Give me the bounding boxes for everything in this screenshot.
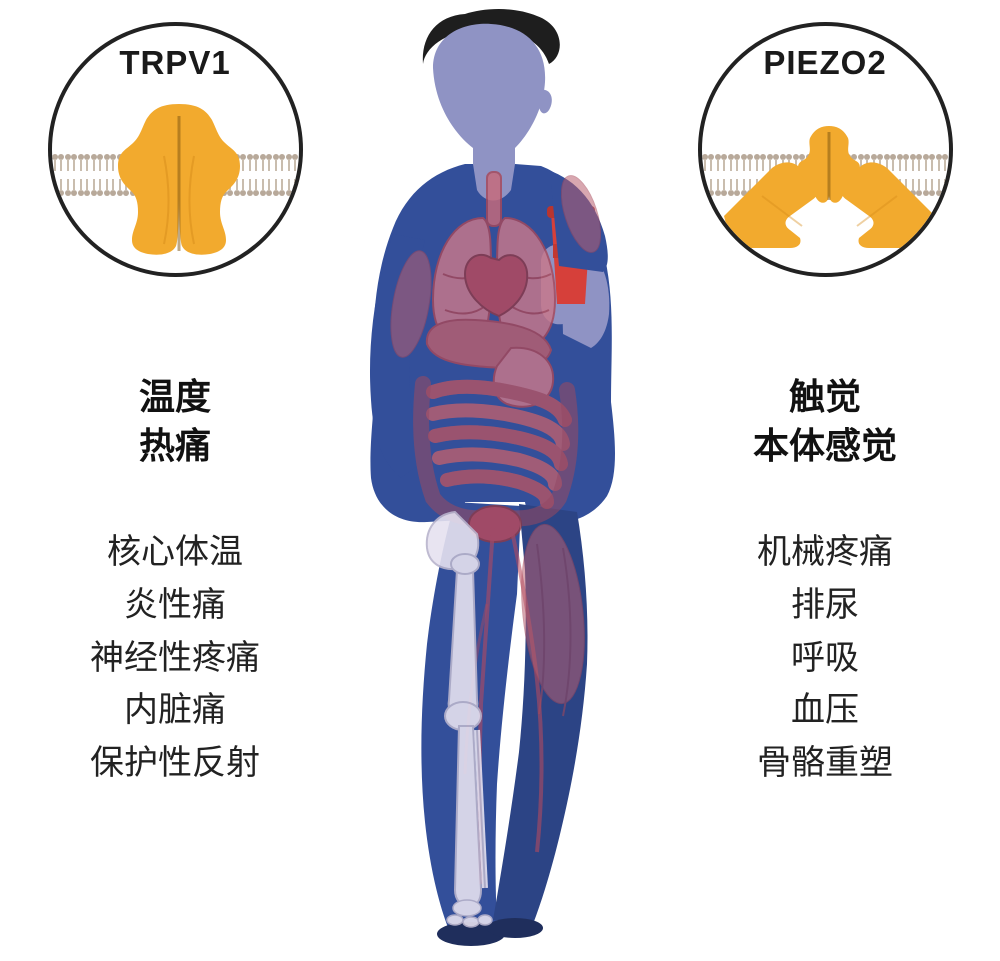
list-item: 骨骼重塑 (690, 737, 960, 790)
trpv1-channel-icon (52, 96, 303, 266)
piezo2-circle: PIEZO2 (698, 22, 953, 277)
human-figure (315, 4, 685, 949)
left-column: TRPV1 温度 热痛 核心体温 炎性痛 神经性疼痛 内脏 (40, 22, 310, 790)
trpv1-title: TRPV1 (52, 44, 299, 82)
list-item: 血压 (690, 684, 960, 737)
list-item: 核心体温 (40, 526, 310, 579)
list-item: 保护性反射 (40, 737, 310, 790)
left-heading: 温度 热痛 (40, 373, 310, 470)
heading-line: 热痛 (40, 422, 310, 471)
left-list: 核心体温 炎性痛 神经性疼痛 内脏痛 保护性反射 (40, 526, 310, 789)
heading-line: 本体感觉 (690, 422, 960, 471)
piezo2-channel-icon (702, 96, 953, 266)
list-item: 炎性痛 (40, 579, 310, 632)
list-item: 内脏痛 (40, 684, 310, 737)
right-heading: 触觉 本体感觉 (690, 373, 960, 470)
heading-line: 温度 (40, 373, 310, 422)
piezo2-title: PIEZO2 (702, 44, 949, 82)
list-item: 呼吸 (690, 632, 960, 685)
trpv1-circle: TRPV1 (48, 22, 303, 277)
right-column: PIEZO2 (690, 22, 960, 790)
right-list: 机械疼痛 排尿 呼吸 血压 骨骼重塑 (690, 526, 960, 789)
list-item: 排尿 (690, 579, 960, 632)
list-item: 机械疼痛 (690, 526, 960, 579)
heading-line: 触觉 (690, 373, 960, 422)
list-item: 神经性疼痛 (40, 632, 310, 685)
